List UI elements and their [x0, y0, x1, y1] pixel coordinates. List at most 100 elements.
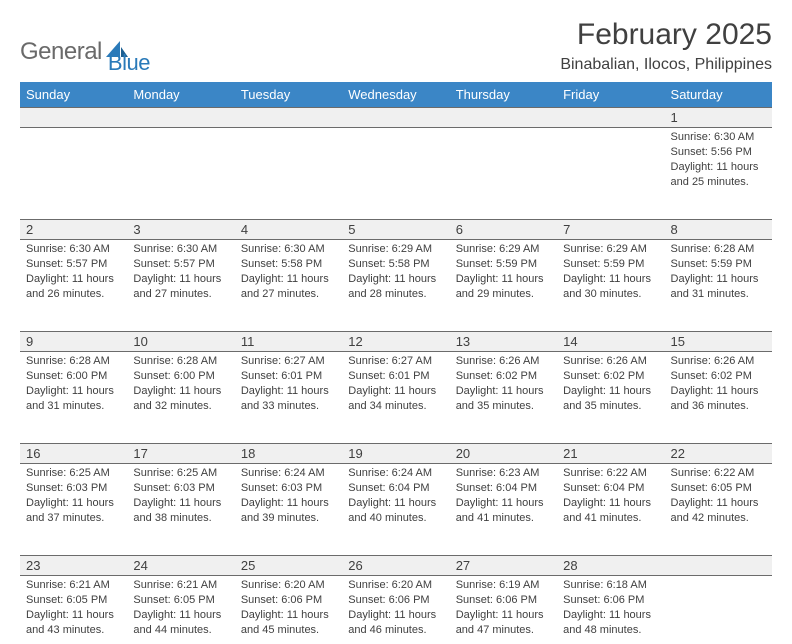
calendar-table: Sunday Monday Tuesday Wednesday Thursday…: [20, 82, 772, 644]
day-number-cell: 1: [665, 108, 772, 128]
day-number: 3: [127, 220, 234, 239]
day-cell: Sunrise: 6:23 AMSunset: 6:04 PMDaylight:…: [450, 464, 557, 556]
sunset-text: Sunset: 6:06 PM: [456, 593, 551, 608]
day-cell: Sunrise: 6:24 AMSunset: 6:03 PMDaylight:…: [235, 464, 342, 556]
daylight-text: Daylight: 11 hours and 48 minutes.: [563, 608, 658, 638]
day-number-cell: [665, 556, 772, 576]
day-number: 20: [450, 444, 557, 463]
day-details: Sunrise: 6:22 AMSunset: 6:04 PMDaylight:…: [557, 464, 664, 529]
day-number: 7: [557, 220, 664, 239]
daylight-text: Daylight: 11 hours and 37 minutes.: [26, 496, 121, 526]
day-number: 6: [450, 220, 557, 239]
day-number-cell: [235, 108, 342, 128]
day-details: Sunrise: 6:30 AMSunset: 5:56 PMDaylight:…: [665, 128, 772, 193]
sunset-text: Sunset: 5:59 PM: [563, 257, 658, 272]
day-number: 1: [665, 108, 772, 127]
day-number: 28: [557, 556, 664, 575]
page-title: February 2025: [560, 18, 772, 52]
sunset-text: Sunset: 6:06 PM: [241, 593, 336, 608]
day-details: Sunrise: 6:29 AMSunset: 5:58 PMDaylight:…: [342, 240, 449, 305]
day-details: Sunrise: 6:30 AMSunset: 5:57 PMDaylight:…: [20, 240, 127, 305]
day-details: Sunrise: 6:21 AMSunset: 6:05 PMDaylight:…: [20, 576, 127, 641]
day-cell: Sunrise: 6:21 AMSunset: 6:05 PMDaylight:…: [127, 576, 234, 644]
sunset-text: Sunset: 5:59 PM: [456, 257, 551, 272]
daylight-text: Daylight: 11 hours and 30 minutes.: [563, 272, 658, 302]
sunrise-text: Sunrise: 6:26 AM: [456, 354, 551, 369]
day-cell: Sunrise: 6:25 AMSunset: 6:03 PMDaylight:…: [20, 464, 127, 556]
day-details: Sunrise: 6:28 AMSunset: 5:59 PMDaylight:…: [665, 240, 772, 305]
sunrise-text: Sunrise: 6:25 AM: [26, 466, 121, 481]
day-cell: Sunrise: 6:27 AMSunset: 6:01 PMDaylight:…: [235, 352, 342, 444]
day-details: Sunrise: 6:28 AMSunset: 6:00 PMDaylight:…: [20, 352, 127, 417]
day-number-cell: [557, 108, 664, 128]
day-number-cell: 23: [20, 556, 127, 576]
logo: General Blue: [20, 28, 150, 76]
title-block: February 2025 Binabalian, Ilocos, Philip…: [560, 18, 772, 74]
sunrise-text: Sunrise: 6:26 AM: [563, 354, 658, 369]
day-number: 11: [235, 332, 342, 351]
day-number: 4: [235, 220, 342, 239]
day-number: 9: [20, 332, 127, 351]
day-number: 26: [342, 556, 449, 575]
daylight-text: Daylight: 11 hours and 33 minutes.: [241, 384, 336, 414]
sunset-text: Sunset: 6:03 PM: [26, 481, 121, 496]
day-cell: Sunrise: 6:30 AMSunset: 5:57 PMDaylight:…: [20, 240, 127, 332]
day-cell: Sunrise: 6:20 AMSunset: 6:06 PMDaylight:…: [342, 576, 449, 644]
day-number-row: 16171819202122: [20, 444, 772, 464]
day-number-cell: 6: [450, 220, 557, 240]
day-details: Sunrise: 6:22 AMSunset: 6:05 PMDaylight:…: [665, 464, 772, 529]
day-number-cell: 15: [665, 332, 772, 352]
day-cell: Sunrise: 6:20 AMSunset: 6:06 PMDaylight:…: [235, 576, 342, 644]
sunset-text: Sunset: 6:01 PM: [348, 369, 443, 384]
sunset-text: Sunset: 6:06 PM: [563, 593, 658, 608]
daylight-text: Daylight: 11 hours and 47 minutes.: [456, 608, 551, 638]
sunrise-text: Sunrise: 6:30 AM: [26, 242, 121, 257]
day-number-cell: 22: [665, 444, 772, 464]
day-number-cell: 16: [20, 444, 127, 464]
day-details: Sunrise: 6:24 AMSunset: 6:04 PMDaylight:…: [342, 464, 449, 529]
day-cell: Sunrise: 6:19 AMSunset: 6:06 PMDaylight:…: [450, 576, 557, 644]
sunset-text: Sunset: 5:56 PM: [671, 145, 766, 160]
day-details: Sunrise: 6:21 AMSunset: 6:05 PMDaylight:…: [127, 576, 234, 641]
daylight-text: Daylight: 11 hours and 41 minutes.: [563, 496, 658, 526]
day-number-cell: 20: [450, 444, 557, 464]
sunset-text: Sunset: 5:57 PM: [26, 257, 121, 272]
day-cell: Sunrise: 6:29 AMSunset: 5:59 PMDaylight:…: [450, 240, 557, 332]
day-number: [342, 108, 449, 112]
day-number-cell: 17: [127, 444, 234, 464]
day-number: [557, 108, 664, 112]
sunset-text: Sunset: 5:57 PM: [133, 257, 228, 272]
sunrise-text: Sunrise: 6:27 AM: [348, 354, 443, 369]
day-number-row: 2345678: [20, 220, 772, 240]
day-details: Sunrise: 6:23 AMSunset: 6:04 PMDaylight:…: [450, 464, 557, 529]
daylight-text: Daylight: 11 hours and 42 minutes.: [671, 496, 766, 526]
day-cell: [665, 576, 772, 644]
day-number-cell: 10: [127, 332, 234, 352]
daylight-text: Daylight: 11 hours and 43 minutes.: [26, 608, 121, 638]
weekday-header: Sunday: [20, 82, 127, 108]
day-number-cell: 28: [557, 556, 664, 576]
day-cell: Sunrise: 6:29 AMSunset: 5:58 PMDaylight:…: [342, 240, 449, 332]
day-number: 10: [127, 332, 234, 351]
day-cell: [450, 128, 557, 220]
day-cell: Sunrise: 6:30 AMSunset: 5:56 PMDaylight:…: [665, 128, 772, 220]
sunset-text: Sunset: 5:58 PM: [348, 257, 443, 272]
day-number: 12: [342, 332, 449, 351]
day-number-cell: 5: [342, 220, 449, 240]
sunrise-text: Sunrise: 6:24 AM: [241, 466, 336, 481]
sunset-text: Sunset: 5:59 PM: [671, 257, 766, 272]
sunrise-text: Sunrise: 6:27 AM: [241, 354, 336, 369]
sunset-text: Sunset: 6:04 PM: [563, 481, 658, 496]
daylight-text: Daylight: 11 hours and 26 minutes.: [26, 272, 121, 302]
daylight-text: Daylight: 11 hours and 25 minutes.: [671, 160, 766, 190]
sunset-text: Sunset: 6:05 PM: [133, 593, 228, 608]
day-number: 8: [665, 220, 772, 239]
day-cell: Sunrise: 6:30 AMSunset: 5:57 PMDaylight:…: [127, 240, 234, 332]
day-number-row: 1: [20, 108, 772, 128]
day-number-cell: 11: [235, 332, 342, 352]
day-number-cell: [20, 108, 127, 128]
weekday-header: Tuesday: [235, 82, 342, 108]
day-details: Sunrise: 6:25 AMSunset: 6:03 PMDaylight:…: [127, 464, 234, 529]
day-number: 2: [20, 220, 127, 239]
day-cell: Sunrise: 6:28 AMSunset: 5:59 PMDaylight:…: [665, 240, 772, 332]
